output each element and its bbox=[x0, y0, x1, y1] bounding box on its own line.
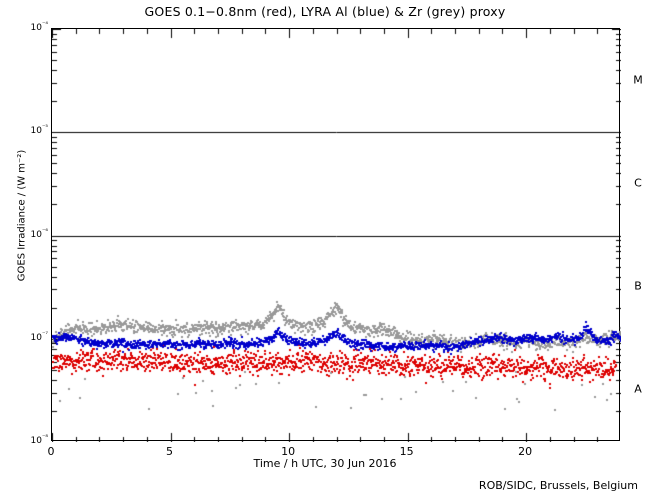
flare-class-labels: M C B A bbox=[627, 28, 649, 441]
y-axis-label: GOES Irradiance / (W m⁻²) bbox=[16, 149, 28, 282]
x-tick-label: 0 bbox=[47, 445, 55, 458]
y-axis-tick-labels: 10⁻⁴ 10⁻⁵ 10⁻⁶ 10⁻⁷ 10⁻⁸ bbox=[0, 21, 48, 446]
y-tick-label: 10⁻⁶ bbox=[30, 226, 48, 240]
y-tick-label: 10⁻⁷ bbox=[30, 329, 48, 343]
chart-title: GOES 0.1−0.8nm (red), LYRA Al (blue) & Z… bbox=[144, 4, 506, 19]
flare-class-C: C bbox=[634, 176, 642, 190]
x-axis-tick-labels: 0 5 10 15 20 bbox=[47, 445, 620, 461]
x-tick-label: 20 bbox=[518, 445, 533, 458]
plot-canvas bbox=[52, 29, 621, 442]
x-axis-label: Time / h UTC, 30 Jun 2016 bbox=[253, 457, 397, 470]
credit-text: ROB/SIDC, Brussels, Belgium bbox=[478, 479, 638, 492]
y-tick-label: 10⁻⁵ bbox=[30, 123, 48, 137]
x-tick-label: 15 bbox=[399, 445, 414, 458]
flare-class-M: M bbox=[633, 73, 643, 87]
flare-class-B: B bbox=[634, 279, 642, 293]
y-tick-label: 10⁻⁸ bbox=[30, 433, 48, 446]
x-tick-label: 5 bbox=[166, 445, 174, 458]
plot-frame bbox=[51, 28, 621, 442]
flare-class-A: A bbox=[634, 382, 642, 396]
x-tick-label: 10 bbox=[281, 445, 296, 458]
y-tick-label: 10⁻⁴ bbox=[30, 20, 48, 33]
